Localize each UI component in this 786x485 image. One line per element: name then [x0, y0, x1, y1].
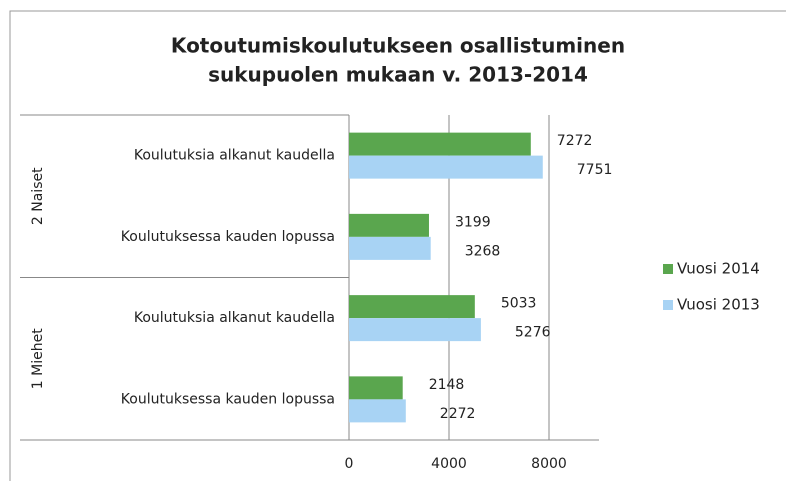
bar	[349, 295, 475, 319]
bar	[349, 155, 543, 179]
bar	[349, 236, 431, 260]
value-label: 3268	[465, 243, 501, 259]
x-tick-label: 4000	[431, 456, 467, 472]
y-tick-label: Koulutuksessa kauden lopussa	[121, 391, 335, 407]
bar	[349, 213, 429, 237]
y-tick-label: Koulutuksessa kauden lopussa	[121, 229, 335, 245]
group-label: 1 Miehet	[30, 328, 46, 389]
group-label: 2 Naiset	[30, 167, 46, 225]
value-label: 2272	[440, 406, 476, 422]
value-label: 2148	[429, 377, 465, 393]
value-label: 5276	[515, 325, 551, 341]
value-label: 3199	[455, 214, 491, 230]
bar	[349, 376, 403, 400]
legend-label: Vuosi 2014	[677, 260, 760, 278]
bar	[349, 318, 481, 342]
chart-title-line: sukupuolen mukaan v. 2013-2014	[208, 63, 588, 87]
legend-label: Vuosi 2013	[677, 296, 760, 314]
y-tick-label: Koulutuksia alkanut kaudella	[134, 148, 335, 164]
chart-title-line: Kotoutumiskoulutukseen osallistuminen	[171, 34, 625, 58]
value-label: 7272	[557, 133, 593, 149]
y-tick-label: Koulutuksia alkanut kaudella	[134, 310, 335, 326]
x-tick-label: 8000	[531, 456, 567, 472]
value-label: 5033	[501, 296, 537, 312]
bar	[349, 132, 531, 156]
bar	[349, 399, 406, 423]
legend-swatch	[663, 264, 673, 274]
x-tick-label: 0	[345, 456, 354, 472]
value-label: 7751	[577, 162, 613, 178]
legend-swatch	[663, 300, 673, 310]
